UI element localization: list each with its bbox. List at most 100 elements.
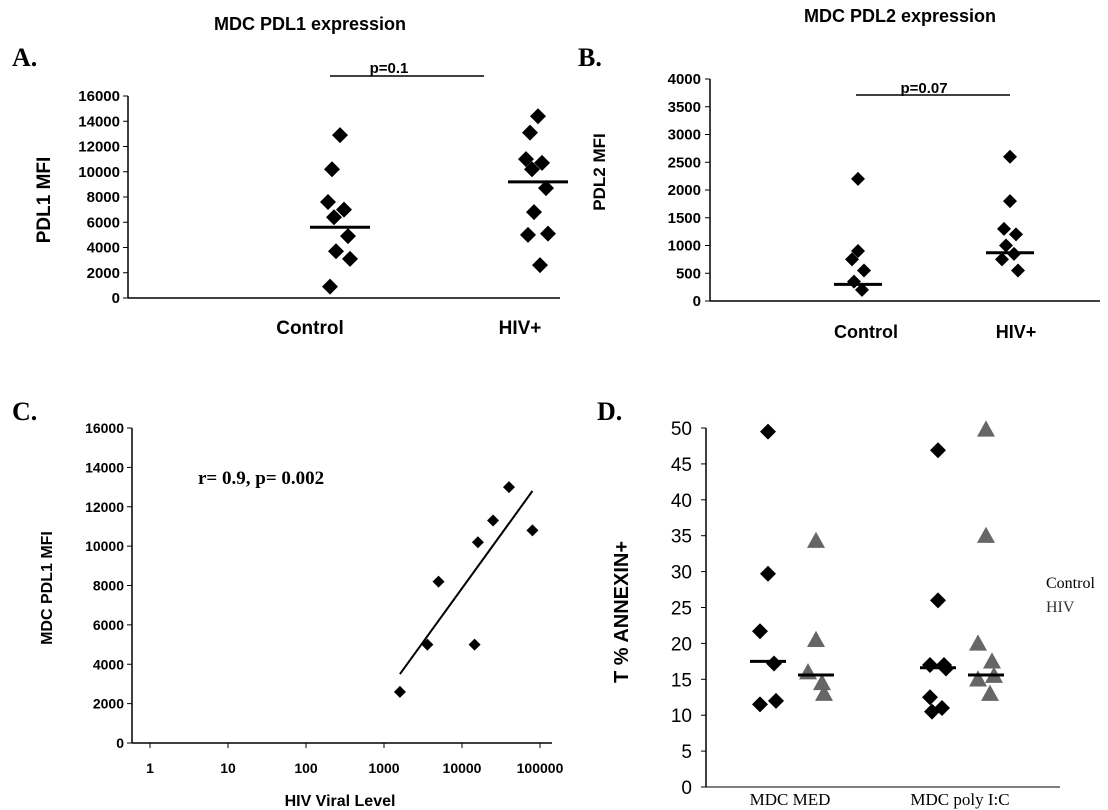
y-tick-label: 0: [693, 293, 701, 310]
legend-entry: HIV: [1046, 599, 1075, 616]
data-point: [922, 656, 938, 673]
data-point: [502, 481, 515, 494]
data-point: [981, 684, 999, 701]
data-point: [468, 638, 481, 651]
y-tick-label: 35: [671, 527, 692, 548]
panel-d: D. 0 5 10 15 20 25 30 35 40 45 50 T % ANNEXIN+ MDC ME…: [597, 397, 1095, 809]
y-axis-label: PDL1 MFI: [34, 157, 55, 244]
data-point: [340, 228, 356, 245]
y-tick-label: 0: [681, 778, 692, 799]
data-point: [857, 263, 871, 278]
y-tick-label: 500: [676, 265, 701, 282]
data-point: [752, 623, 768, 640]
data-point: [815, 684, 833, 701]
data-point: [855, 282, 869, 297]
data-point: [342, 250, 358, 267]
data-point: [1011, 263, 1025, 278]
data-point: [977, 420, 995, 437]
data-point: [922, 689, 938, 706]
data-point: [752, 696, 768, 713]
data-point: [324, 161, 340, 178]
data-point: [766, 655, 782, 672]
data-point: [977, 526, 995, 543]
x-axis-label: HIV Viral Level: [285, 793, 396, 810]
y-tick-label: 4000: [93, 656, 124, 672]
y-axis-label: MDC PDL1 MFI: [39, 531, 56, 645]
y-tick-label: 5: [681, 742, 692, 763]
x-tick-label: 100000: [517, 760, 564, 776]
legend-entry: Control: [1046, 575, 1095, 592]
x-category-label: HIV+: [499, 318, 542, 339]
y-tick-label: 14000: [78, 113, 120, 130]
data-point: [540, 225, 556, 242]
y-tick-label: 4000: [87, 240, 120, 257]
x-category-label: Control: [276, 318, 344, 339]
data-point: [807, 531, 825, 548]
y-tick-label: 6000: [93, 617, 124, 633]
data-point: [930, 592, 946, 609]
x-category-label: MDC MED: [750, 790, 831, 809]
data-point: [532, 257, 548, 274]
data-point: [332, 127, 348, 144]
x-category-label: HIV+: [996, 322, 1037, 342]
data-point: [522, 124, 538, 141]
y-tick-label: 16000: [85, 420, 124, 436]
data-point: [520, 226, 536, 243]
data-point: [526, 204, 542, 221]
p-value-annotation: p=0.07: [900, 80, 947, 97]
y-tick-label: 0: [116, 735, 124, 751]
chart-title: MDC PDL2 expression: [804, 6, 996, 26]
x-tick-label: 1: [146, 760, 154, 776]
data-point: [1003, 194, 1017, 209]
data-point: [969, 670, 987, 687]
data-point: [524, 161, 540, 178]
data-point: [997, 221, 1011, 236]
y-tick-label: 6000: [87, 214, 120, 231]
y-axis-label: T % ANNEXIN+: [611, 541, 633, 683]
data-point: [969, 634, 987, 651]
y-tick-label: 0: [112, 290, 120, 307]
panel-label: D.: [597, 397, 622, 426]
panel-label: C.: [12, 397, 37, 426]
data-point: [526, 524, 539, 537]
data-point: [322, 278, 338, 295]
x-tick-label: 1000: [368, 760, 399, 776]
x-category-label: MDC poly I:C: [910, 790, 1009, 809]
y-tick-label: 25: [671, 599, 692, 620]
y-axis-label: PDL2 MFI: [590, 133, 609, 210]
data-point: [471, 536, 484, 549]
panel-a: MDC PDL1 expression A. 0 2000 4000 6000 8000 10…: [12, 14, 568, 339]
data-point: [845, 252, 859, 267]
y-tick-label: 2000: [87, 265, 120, 282]
y-tick-label: 12000: [78, 139, 120, 156]
data-point: [760, 423, 776, 440]
y-tick-label: 12000: [85, 499, 124, 515]
data-point: [760, 565, 776, 582]
y-tick-label: 45: [671, 455, 692, 476]
data-point: [851, 171, 865, 186]
y-tick-label: 30: [671, 563, 692, 584]
y-tick-label: 3500: [668, 99, 701, 116]
y-tick-label: 1000: [668, 238, 701, 255]
data-point: [326, 209, 342, 226]
y-tick-label: 20: [671, 634, 692, 655]
data-point: [320, 194, 336, 211]
x-tick-label: 10: [220, 760, 236, 776]
panel-label: B.: [578, 43, 602, 72]
data-point: [983, 652, 1001, 669]
y-tick-label: 2500: [668, 154, 701, 171]
data-point: [768, 692, 784, 709]
trend-line: [399, 490, 534, 675]
data-point: [799, 663, 817, 680]
y-tick-label: 8000: [93, 578, 124, 594]
data-point: [538, 180, 554, 197]
data-point: [393, 685, 406, 698]
x-tick-label: 100: [294, 760, 318, 776]
panel-label: A.: [12, 43, 37, 72]
y-tick-label: 8000: [87, 189, 120, 206]
data-point: [995, 252, 1009, 267]
data-point: [336, 201, 352, 218]
data-point: [328, 243, 344, 260]
data-point: [421, 638, 434, 651]
